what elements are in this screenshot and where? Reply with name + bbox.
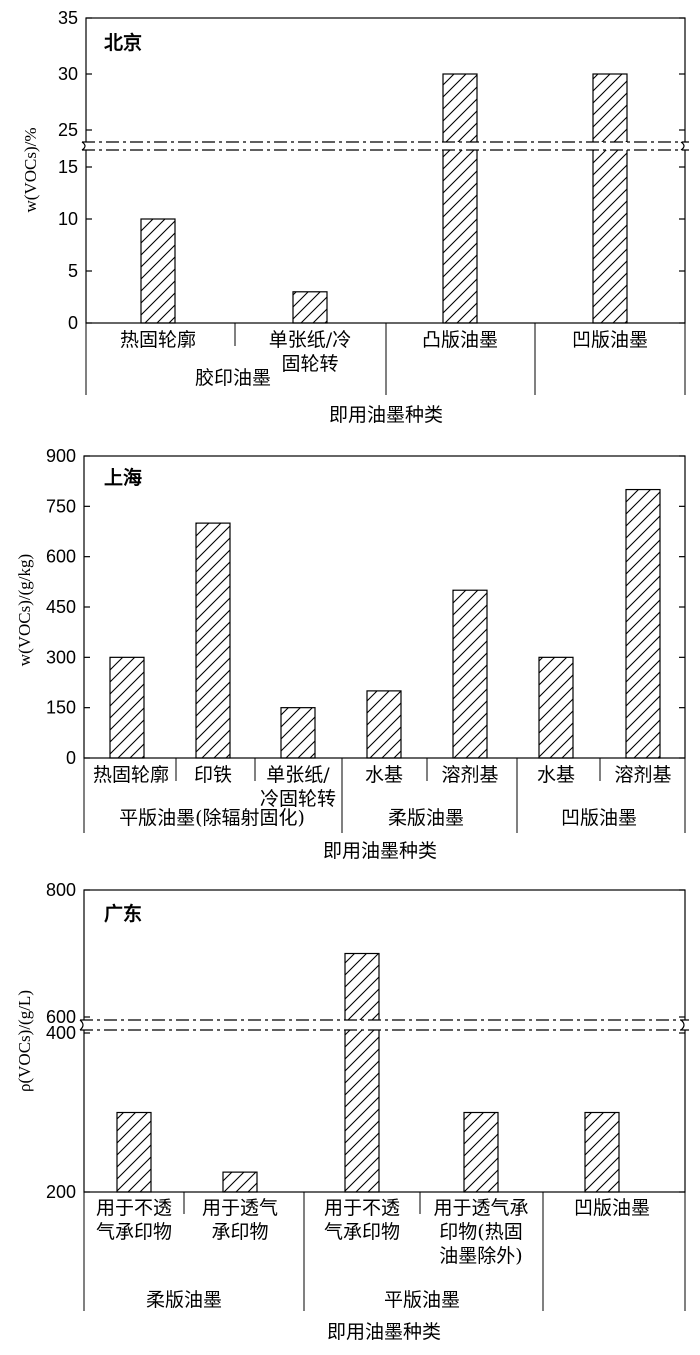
x-tick-label: 热固轮廓 [120, 329, 196, 351]
y-tick-label: 0 [68, 313, 78, 333]
x-tick-label: 热固轮廓 [93, 764, 169, 786]
bar [442, 73, 478, 324]
x-tick-label: 溶剂基 [614, 764, 671, 786]
group-label: 胶印油墨 [195, 367, 271, 389]
y-axis-title: ρ(VOCs)/(g/L) [15, 990, 34, 1092]
x-tick-label: 印铁 [194, 764, 232, 786]
bar [280, 707, 316, 759]
bar [538, 656, 574, 759]
y-tick-label: 10 [58, 209, 78, 229]
y-tick-label: 900 [46, 446, 76, 466]
group-label: 凹版油墨 [561, 807, 637, 829]
y-tick-label: 300 [46, 647, 76, 667]
x-tick-label: 用于透气承印物 [202, 1197, 278, 1243]
group-label: 平版油墨 [384, 1289, 460, 1311]
x-tick-label: 凹版油墨 [572, 329, 648, 351]
bar [344, 952, 380, 1193]
group-label: 柔版油墨 [388, 807, 464, 829]
axis-break-curl [81, 141, 86, 151]
y-tick-label: 150 [46, 698, 76, 718]
bar [195, 522, 231, 759]
y-tick-label: 15 [58, 157, 78, 177]
bar [222, 1171, 258, 1193]
y-axis-title: w(VOCs)/(g/kg) [15, 554, 34, 666]
x-axis-title: 即用油墨种类 [323, 840, 437, 862]
y-tick-label: 800 [46, 880, 76, 900]
y-tick-label: 25 [58, 120, 78, 140]
group-label: 柔版油墨 [146, 1289, 222, 1311]
x-axis-title: 即用油墨种类 [329, 404, 443, 426]
axis-break-curl [79, 1019, 84, 1031]
bar [452, 589, 488, 759]
region-label: 上海 [104, 466, 142, 489]
x-tick-label: 凸版油墨 [422, 329, 498, 351]
bar [463, 1111, 499, 1193]
axis-break-curl [680, 1019, 685, 1031]
region-label: 北京 [104, 31, 142, 54]
axis-break-mask [78, 1020, 691, 1030]
y-tick-label: 200 [46, 1182, 76, 1202]
y-tick-label: 600 [46, 1007, 76, 1027]
y-tick-label: 600 [46, 547, 76, 567]
x-tick-label: 用于透气承印物(热固油墨除外) [433, 1197, 528, 1267]
chart-shanghai: 上海 w(VOCs)/(g/kg) 0 150 300 450 600 750 900 热固… [15, 446, 686, 862]
bar [116, 1111, 152, 1193]
x-tick-label: 溶剂基 [441, 764, 498, 786]
y-tick-label: 450 [46, 597, 76, 617]
axis-break-mask [80, 142, 691, 150]
y-axis-title: w(VOCs)/% [21, 128, 40, 213]
plot-frame [83, 889, 686, 1193]
bar [584, 1111, 620, 1193]
y-tick-label: 0 [66, 748, 76, 768]
y-tick-label: 35 [58, 8, 78, 28]
x-tick-label: 用于不透气承印物 [324, 1197, 400, 1243]
x-axis-title: 即用油墨种类 [327, 1321, 441, 1343]
bar [592, 73, 628, 324]
y-tick-label: 400 [46, 1023, 76, 1043]
y-tick-label: 5 [68, 261, 78, 281]
bar [140, 218, 176, 324]
x-tick-label: 水基 [365, 764, 403, 786]
chart-beijing: 北京 w(VOCs)/% 0 5 10 15 25 30 35 热固轮廓 单张纸/冷固轮转 凸版… [21, 8, 691, 426]
y-tick-label: 30 [58, 64, 78, 84]
region-label: 广东 [104, 902, 142, 925]
x-tick-label: 凹版油墨 [574, 1197, 650, 1219]
x-tick-label: 水基 [537, 764, 575, 786]
bar [109, 656, 145, 759]
x-tick-label: 单张纸/冷固轮转 [260, 764, 336, 810]
x-tick-label: 用于不透气承印物 [96, 1197, 172, 1243]
y-tick-label: 750 [46, 496, 76, 516]
axis-break-curl [680, 141, 685, 151]
bar [292, 291, 328, 324]
x-tick-label: 单张纸/冷固轮转 [269, 329, 351, 375]
bar [366, 690, 402, 759]
group-label: 平版油墨(除辐射固化) [119, 807, 305, 829]
bar [625, 488, 661, 759]
